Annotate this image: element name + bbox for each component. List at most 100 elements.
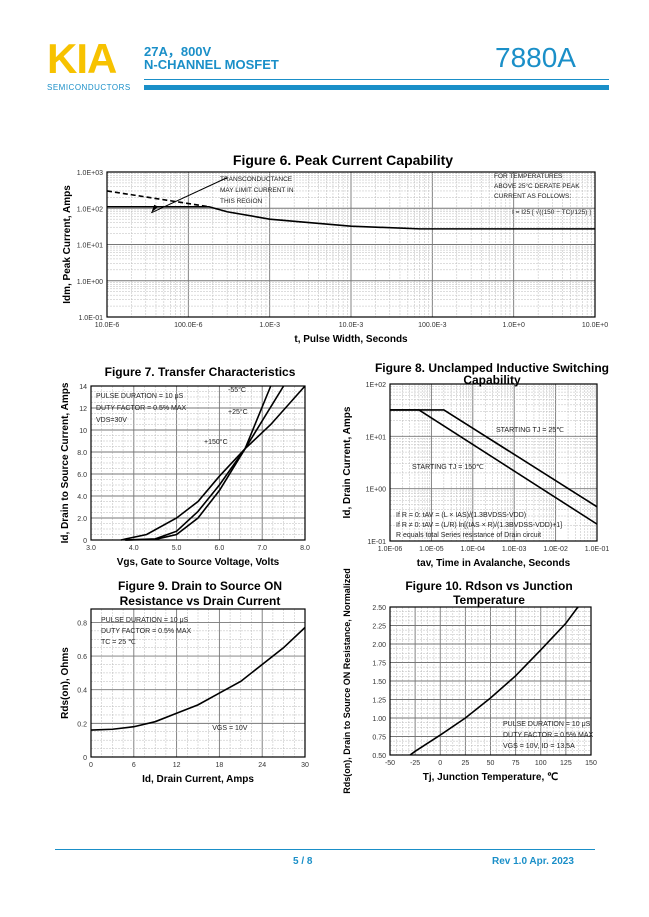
y-tick-label: 1.00 (372, 716, 386, 723)
annotation: FOR TEMPERATURES (494, 173, 563, 180)
y-tick-label: 0.75 (372, 735, 386, 742)
x-tick-label: 8.0 (300, 545, 310, 552)
page-number: 5 / 8 (293, 856, 313, 867)
y-axis-label: Rds(on), Drain to Source ON Resistance, … (342, 568, 352, 794)
annotation: TC = 25 ℃ (101, 639, 136, 646)
y-tick-label: 1E+00 (366, 487, 387, 494)
x-tick-label: 0 (89, 762, 93, 769)
footer-rule (55, 849, 595, 850)
x-tick-label: 75 (512, 760, 520, 767)
y-tick-label: 0 (83, 538, 87, 545)
annotation: PULSE DURATION = 10 μS (503, 721, 591, 728)
chart-title: Temperature (453, 593, 525, 607)
chart-title: Figure 10. Rdson vs Junction (405, 579, 572, 593)
x-tick-label: 1.0E-06 (378, 546, 403, 553)
series-line (409, 606, 579, 756)
x-tick-label: 25 (461, 760, 469, 767)
x-tick-label: 6 (132, 762, 136, 769)
y-tick-label: 2.00 (372, 642, 386, 649)
logo-subtitle: SEMICONDUCTORS (47, 83, 131, 92)
annotation: DUTY FACTOR = 0.5% MAX (96, 405, 187, 412)
annotation: If R = 0: tAV = (L × IAS)/(1.3BVDSS-VDD) (396, 512, 526, 519)
x-tick-label: 1.0E-01 (585, 546, 610, 553)
plot-frame (90, 385, 306, 541)
annotation: I = I25 [ √((150 − TC)/125) ] (512, 208, 591, 216)
annotation: CURRENT AS FOLLOWS: (494, 193, 571, 200)
x-tick-label: -25 (410, 760, 420, 767)
y-tick-label: 1E+01 (366, 434, 387, 441)
x-tick-label: 125 (560, 760, 572, 767)
y-tick-label: 1.25 (372, 698, 386, 705)
chart-title: Figure 6. Peak Current Capability (233, 152, 453, 168)
series-label: VGS = 10V (212, 725, 248, 732)
x-tick-label: 1.0E-03 (502, 546, 527, 553)
annotation: DUTY FACTOR = 0.5% MAX (101, 628, 192, 635)
x-tick-label: 7.0 (257, 545, 267, 552)
annotation: DUTY FACTOR = 0.5% MAX (503, 732, 594, 739)
plot-frame (106, 171, 596, 318)
y-tick-label: 0.4 (77, 688, 87, 695)
chart-title: Figure 8. Unclamped Inductive Switching (375, 361, 609, 375)
x-tick-label: 24 (258, 762, 266, 769)
y-tick-label: 10 (79, 428, 87, 435)
y-tick-label: 0.8 (77, 620, 87, 627)
y-tick-label: 8.0 (77, 450, 87, 457)
annotation: PULSE DURATION = 10 μS (101, 617, 189, 624)
annotation: THIS REGION (220, 198, 263, 205)
x-axis-label: Tj, Junction Temperature, ℃ (423, 772, 559, 783)
x-tick-label: 1.0E-05 (419, 546, 444, 553)
x-tick-label: 5.0 (172, 545, 182, 552)
header-rule-thick (144, 85, 609, 90)
y-axis-label: Idm, Peak Current, Amps (62, 185, 73, 304)
x-tick-label: 10.0E-6 (95, 322, 120, 329)
annotation: ABOVE 25°C DERATE PEAK (494, 182, 580, 190)
y-tick-label: 1.0E+02 (77, 206, 103, 213)
x-tick-label: 1.0E-04 (461, 546, 486, 553)
x-tick-label: 18 (216, 762, 224, 769)
series-line (106, 190, 210, 208)
y-tick-label: 4.0 (77, 494, 87, 501)
y-tick-label: 0 (83, 755, 87, 762)
y-tick-label: 2.0 (77, 516, 87, 523)
x-tick-label: 30 (301, 762, 309, 769)
y-tick-label: 0.6 (77, 654, 87, 661)
y-axis-label: Rds(on), Ohms (60, 647, 71, 719)
x-tick-label: 50 (487, 760, 495, 767)
part-number: 7880A (495, 42, 576, 73)
series-label: +150°C (204, 438, 228, 446)
x-tick-label: 10.0E-3 (339, 322, 364, 329)
x-tick-label: -50 (385, 760, 395, 767)
annotation: R equals total Series resistance of Drai… (396, 532, 541, 539)
y-tick-label: 2.50 (372, 605, 386, 612)
y-tick-label: 0.50 (372, 753, 386, 760)
x-tick-label: 100.0E-6 (174, 322, 203, 329)
series-line (390, 409, 598, 525)
x-tick-label: 1.0E+0 (502, 322, 524, 329)
x-tick-label: 150 (585, 760, 597, 767)
x-tick-label: 100 (535, 760, 547, 767)
x-axis-label: t, Pulse Width, Seconds (294, 334, 408, 345)
annotation: PULSE DURATION = 10 μS (96, 393, 184, 400)
y-tick-label: 6.0 (77, 472, 87, 479)
device-type: N-CHANNEL MOSFET (144, 57, 279, 72)
x-tick-label: 1.0E-02 (543, 546, 568, 553)
y-tick-label: 1.0E+01 (77, 243, 103, 250)
x-tick-label: 0 (438, 760, 442, 767)
plot-frame (90, 608, 306, 758)
y-tick-label: 1.50 (372, 679, 386, 686)
y-tick-label: 1.0E-01 (78, 315, 103, 322)
y-axis-label: Id, Drain to Source Current, Amps (60, 382, 71, 543)
annotation: If R ≠ 0: tAV = (L/R) ln[(IAS × R)/(1.3B… (396, 522, 562, 529)
arrow-head (151, 204, 159, 213)
x-axis-label: tav, Time in Avalanche, Seconds (417, 558, 571, 569)
series-label: STARTING TJ = 150℃ (412, 464, 484, 471)
chart-title: Capability (463, 373, 521, 387)
y-tick-label: 1.0E+00 (77, 279, 103, 286)
plot-frame (389, 606, 592, 756)
x-axis-label: Vgs, Gate to Source Voltage, Volts (117, 557, 280, 568)
annotation: MAY LIMIT CURRENT IN (220, 187, 294, 194)
y-tick-label: 0.2 (77, 721, 87, 728)
annotation-arrow (151, 177, 228, 214)
